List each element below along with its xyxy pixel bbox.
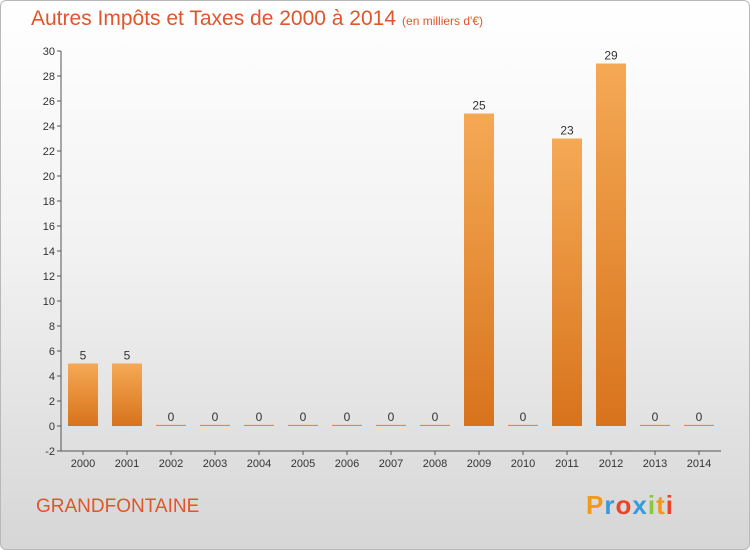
bar-value-label: 29 — [604, 49, 618, 63]
bar — [376, 424, 406, 426]
brand-letter: o — [615, 490, 633, 520]
y-tick-label: 30 — [43, 46, 55, 58]
bar-value-label: 0 — [256, 410, 263, 424]
brand-letter: i — [665, 490, 674, 520]
x-tick-label: 2007 — [379, 458, 403, 470]
x-tick-label: 2000 — [71, 458, 95, 470]
y-tick-label: 10 — [43, 296, 55, 308]
bar-value-label: 0 — [212, 410, 219, 424]
y-tick-label: 14 — [43, 246, 55, 258]
bar-value-label: 0 — [432, 410, 439, 424]
bar-value-label: 0 — [652, 410, 659, 424]
x-tick-label: 2004 — [247, 458, 271, 470]
brand-letter: t — [656, 490, 666, 520]
y-tick-label: 22 — [43, 146, 55, 158]
bar — [420, 424, 450, 426]
x-tick-label: 2005 — [291, 458, 315, 470]
brand-letter: r — [604, 490, 616, 520]
x-tick-label: 2006 — [335, 458, 359, 470]
chart-title: Autres Impôts et Taxes de 2000 à 2014 (en… — [31, 7, 483, 31]
x-tick-label: 2008 — [423, 458, 447, 470]
x-tick-label: 2013 — [643, 458, 667, 470]
bar — [640, 424, 670, 426]
y-tick-label: 2 — [49, 396, 55, 408]
x-tick-label: 2010 — [511, 458, 535, 470]
x-tick-label: 2012 — [599, 458, 623, 470]
bar-value-label: 0 — [344, 410, 351, 424]
y-tick-label: 12 — [43, 271, 55, 283]
y-tick-label: -2 — [45, 446, 55, 458]
bar — [112, 363, 142, 426]
y-tick-label: 6 — [49, 346, 55, 358]
bar — [200, 424, 230, 426]
bar-value-label: 23 — [560, 124, 574, 138]
bar-value-label: 5 — [80, 349, 87, 363]
bar — [684, 424, 714, 426]
x-tick-label: 2003 — [203, 458, 227, 470]
bar-value-label: 0 — [300, 410, 307, 424]
bar-value-label: 0 — [388, 410, 395, 424]
proxiti-logo: Proxiti — [586, 490, 674, 521]
chart-title-text: Autres Impôts et Taxes de 2000 à 2014 — [31, 7, 397, 30]
y-tick-label: 8 — [49, 321, 55, 333]
bar-value-label: 5 — [124, 349, 131, 363]
bar — [332, 424, 362, 426]
bar — [68, 363, 98, 426]
bar — [508, 424, 538, 426]
y-tick-label: 28 — [43, 71, 55, 83]
bar-value-label: 0 — [520, 410, 527, 424]
y-tick-label: 16 — [43, 221, 55, 233]
x-tick-label: 2001 — [115, 458, 139, 470]
y-tick-label: 20 — [43, 171, 55, 183]
bar-value-label: 25 — [472, 99, 486, 113]
x-tick-label: 2009 — [467, 458, 491, 470]
chart-unit: (en milliers d'€) — [402, 14, 484, 28]
brand-letter: P — [586, 490, 605, 520]
y-tick-label: 24 — [43, 121, 55, 133]
y-tick-label: 18 — [43, 196, 55, 208]
bar — [464, 113, 494, 426]
y-tick-label: 0 — [49, 421, 55, 433]
bar — [288, 424, 318, 426]
commune-name: GRANDFONTAINE — [36, 496, 200, 517]
x-tick-label: 2011 — [555, 458, 579, 470]
bar — [552, 138, 582, 426]
x-tick-label: 2014 — [687, 458, 711, 470]
bar-value-label: 0 — [696, 410, 703, 424]
bar — [596, 63, 626, 426]
bar — [244, 424, 274, 426]
brand-letter: x — [632, 490, 648, 520]
bar-value-label: 0 — [168, 410, 175, 424]
bar — [156, 424, 186, 426]
y-tick-label: 4 — [49, 371, 55, 383]
brand-letter: i — [647, 490, 657, 520]
x-tick-label: 2002 — [159, 458, 183, 470]
y-tick-label: 26 — [43, 96, 55, 108]
